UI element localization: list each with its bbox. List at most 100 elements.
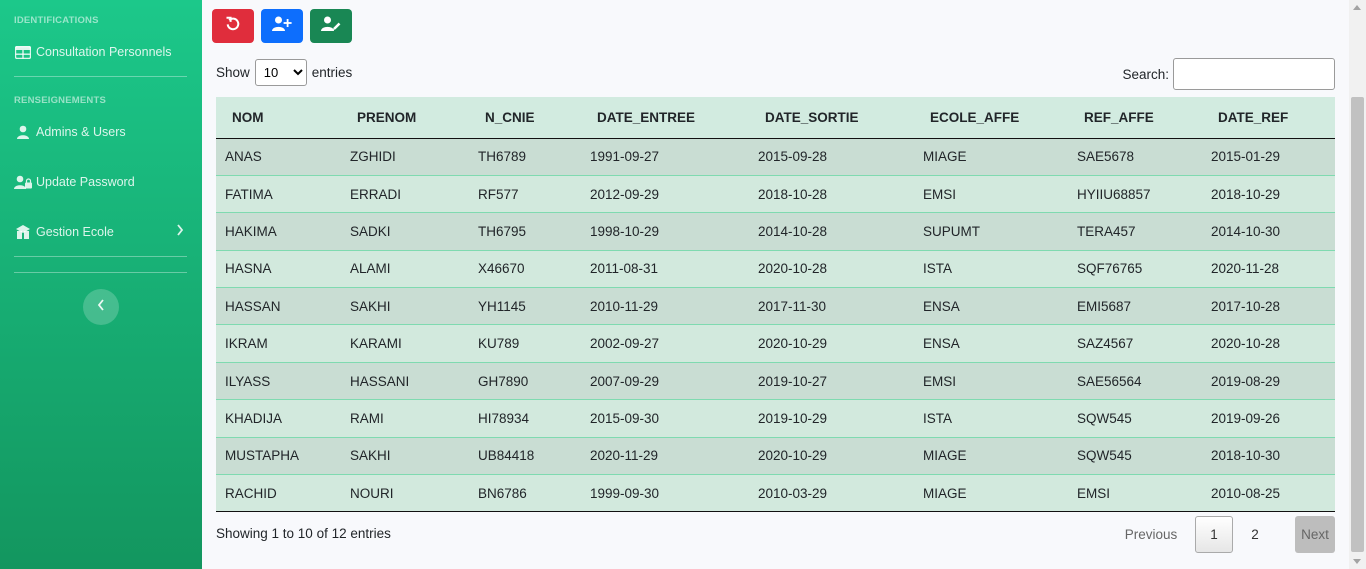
table-row[interactable]: FATIMA ERRADI RF577 2012-09-29 2018-10-2… (216, 174, 1335, 213)
column-header-nom[interactable]: NOM (216, 97, 341, 139)
user-icon (14, 124, 32, 140)
sidebar-toggle-button[interactable] (83, 289, 119, 325)
search-input[interactable] (1173, 58, 1335, 90)
column-header-ref-affe[interactable]: REF_AFFE (1068, 97, 1202, 139)
table-cell: SQF76765 (1068, 249, 1202, 288)
school-icon (14, 224, 32, 240)
table-cell: MIAGE (914, 474, 1068, 513)
table-cell: KU789 (469, 324, 581, 363)
add-user-button[interactable] (261, 9, 303, 43)
table-cell: 2011-08-31 (581, 249, 749, 288)
table-cell: RACHID (216, 474, 341, 513)
sidebar-divider (14, 272, 187, 273)
table-cell: FATIMA (216, 174, 341, 213)
table-cell: KARAMI (341, 324, 469, 363)
column-header-date-sortie[interactable]: DATE_SORTIE (749, 97, 914, 139)
table-cell: 2019-10-27 (749, 361, 914, 400)
table-cell: 2015-09-28 (749, 137, 914, 176)
pagination-page-1[interactable]: 1 (1195, 516, 1233, 553)
table-cell: 1991-09-27 (581, 137, 749, 176)
table-cell: 2017-11-30 (749, 287, 914, 325)
table-cell: NOURI (341, 474, 469, 513)
show-label: Show (216, 65, 250, 80)
table-header-row: NOM PRENOM N_CNIE DATE_ENTREE DATE_SORTI… (216, 97, 1335, 139)
personnel-table: NOM PRENOM N_CNIE DATE_ENTREE DATE_SORTI… (216, 97, 1335, 513)
table-cell: MIAGE (914, 436, 1068, 475)
table-row[interactable]: IKRAM KARAMI KU789 2002-09-27 2020-10-29… (216, 324, 1335, 363)
table-cell: 2019-09-26 (1202, 399, 1335, 438)
table-cell: 2020-10-28 (1202, 324, 1335, 363)
table-cell: ALAMI (341, 249, 469, 288)
table-row[interactable]: MUSTAPHA SAKHI UB84418 2020-11-29 2020-1… (216, 436, 1335, 475)
table-cell: UB84418 (469, 436, 581, 475)
table-cell: EMSI (1068, 474, 1202, 513)
table-cell: ERRADI (341, 174, 469, 213)
table-icon (14, 44, 32, 60)
table-cell: 2007-09-29 (581, 361, 749, 400)
pagination-page-2[interactable]: 2 (1251, 527, 1259, 542)
column-header-prenom[interactable]: PRENOM (341, 97, 469, 139)
sidebar-item-label: Gestion Ecole (36, 225, 114, 239)
table-cell: EMSI (914, 361, 1068, 400)
page-scrollbar-thumb[interactable] (1351, 97, 1364, 552)
refresh-button[interactable] (212, 9, 254, 43)
scroll-down-arrow[interactable] (1353, 559, 1361, 564)
table-row[interactable]: ANAS ZGHIDI TH6789 1991-09-27 2015-09-28… (216, 137, 1335, 176)
edit-user-button[interactable] (310, 9, 352, 43)
table-cell: 2020-11-29 (581, 436, 749, 475)
table-row[interactable]: KHADIJA RAMI HI78934 2015-09-30 2019-10-… (216, 399, 1335, 438)
entries-length-control: Show 10 entries (216, 59, 352, 86)
table-cell: SAKHI (341, 287, 469, 325)
table-cell: ISTA (914, 399, 1068, 438)
search-label: Search: (1122, 66, 1169, 82)
column-header-date-ref[interactable]: DATE_REF (1202, 97, 1335, 139)
table-cell: GH7890 (469, 361, 581, 400)
sidebar-item-label: Consultation Personnels (36, 45, 172, 59)
table-row[interactable]: HASSAN SAKHI YH1145 2010-11-29 2017-11-3… (216, 287, 1335, 325)
table-row[interactable]: RACHID NOURI BN6786 1999-09-30 2010-03-2… (216, 474, 1335, 513)
entries-length-select[interactable]: 10 (254, 59, 307, 86)
table-cell: HASNA (216, 249, 341, 288)
column-header-ecole-affe[interactable]: ECOLE_AFFE (914, 97, 1068, 139)
table-cell: ILYASS (216, 361, 341, 400)
edit-user-icon (321, 16, 341, 36)
table-cell: RF577 (469, 174, 581, 213)
sidebar-item-update-password[interactable]: Update Password (14, 171, 188, 193)
table-cell: SQW545 (1068, 399, 1202, 438)
refresh-icon (225, 16, 241, 37)
table-cell: 2015-01-29 (1202, 137, 1335, 176)
column-header-n-cnie[interactable]: N_CNIE (469, 97, 581, 139)
sidebar-heading-renseignements: RENSEIGNEMENTS (14, 95, 107, 106)
search-control: Search: (1122, 58, 1335, 90)
table-cell: EMSI (914, 174, 1068, 213)
table-row[interactable]: ILYASS HASSANI GH7890 2007-09-29 2019-10… (216, 361, 1335, 400)
table-cell: HI78934 (469, 399, 581, 438)
table-cell: SADKI (341, 212, 469, 251)
scroll-up-arrow[interactable] (1353, 5, 1361, 10)
table-cell: KHADIJA (216, 399, 341, 438)
column-header-date-entree[interactable]: DATE_ENTREE (581, 97, 749, 139)
table-cell: ZGHIDI (341, 137, 469, 176)
table-cell: 2014-10-30 (1202, 212, 1335, 251)
sidebar-item-admins-users[interactable]: Admins & Users (14, 121, 188, 143)
table-row[interactable]: HASNA ALAMI X46670 2011-08-31 2020-10-28… (216, 249, 1335, 288)
table-cell: 2020-10-28 (749, 249, 914, 288)
table-cell: 2019-10-29 (749, 399, 914, 438)
sidebar-divider (14, 76, 187, 77)
table-row[interactable]: HAKIMA SADKI TH6795 1998-10-29 2014-10-2… (216, 212, 1335, 251)
table-cell: BN6786 (469, 474, 581, 513)
pagination-next[interactable]: Next (1295, 516, 1335, 553)
sidebar-divider (14, 256, 187, 257)
sidebar-item-label: Admins & Users (36, 125, 126, 139)
pagination-previous[interactable]: Previous (1124, 527, 1178, 542)
table-cell: 2014-10-28 (749, 212, 914, 251)
table-cell: ENSA (914, 287, 1068, 325)
table-cell: HAKIMA (216, 212, 341, 251)
table-cell: 2018-10-28 (749, 174, 914, 213)
table-cell: 1998-10-29 (581, 212, 749, 251)
sidebar-item-consultation-personnels[interactable]: Consultation Personnels (14, 41, 188, 63)
sidebar-heading-identifications: IDENTIFICATIONS (14, 15, 99, 26)
table-cell: 2010-11-29 (581, 287, 749, 325)
sidebar-item-gestion-ecole[interactable]: Gestion Ecole (14, 221, 188, 243)
table-cell: SAE56564 (1068, 361, 1202, 400)
